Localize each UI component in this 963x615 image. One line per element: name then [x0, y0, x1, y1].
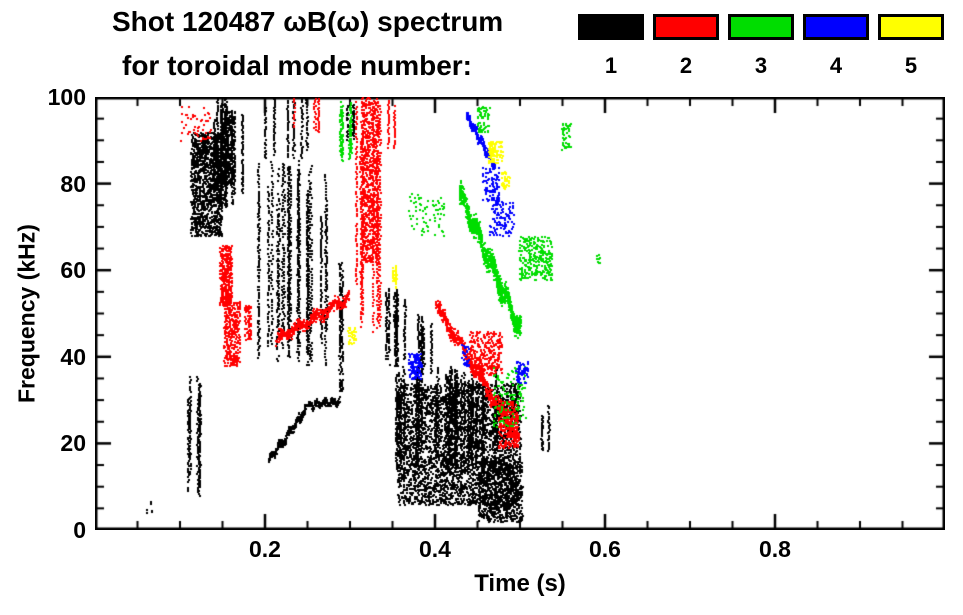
spectrum-plot-canvas [95, 97, 945, 530]
legend-swatch-mode-2 [653, 14, 719, 40]
legend-label-mode-2: 2 [679, 53, 693, 78]
legend-item-mode-4: 4 [803, 14, 869, 79]
legend-label-mode-5: 5 [904, 53, 918, 78]
legend-label-mode-1: 1 [604, 53, 618, 78]
y-tick-label: 80 [60, 170, 86, 197]
x-tick-label: 0.4 [419, 536, 451, 562]
legend-label-mode-4: 4 [829, 53, 843, 78]
legend-item-mode-1: 1 [578, 14, 644, 79]
y-tick-label: 100 [47, 84, 86, 110]
y-tick-label: 60 [60, 257, 86, 284]
y-tick-label: 0 [73, 517, 86, 543]
x-tick-label: 0.8 [759, 536, 791, 562]
y-tick-label: 40 [60, 343, 86, 370]
legend-item-mode-2: 2 [653, 14, 719, 79]
x-axis-title: Time (s) [474, 570, 566, 597]
legend-swatch-mode-1 [578, 14, 644, 40]
legend-label-mode-3: 3 [754, 53, 768, 78]
x-tick-label: 0.6 [589, 536, 621, 562]
y-axis-title: Frequency (kHz) [13, 224, 40, 403]
legend-swatch-mode-5 [878, 14, 944, 40]
mode-legend: 1 2 3 4 5 [578, 14, 944, 79]
y-tick-label: 20 [60, 430, 86, 457]
legend-swatch-mode-4 [803, 14, 869, 40]
chart-title: Shot 120487 ωB(ω) spectrum [112, 6, 504, 37]
legend-swatch-mode-3 [728, 14, 794, 40]
chart-subtitle: for toroidal mode number: [122, 50, 472, 81]
legend-item-mode-3: 3 [728, 14, 794, 79]
legend-item-mode-5: 5 [878, 14, 944, 79]
x-tick-label: 0.2 [249, 536, 281, 562]
